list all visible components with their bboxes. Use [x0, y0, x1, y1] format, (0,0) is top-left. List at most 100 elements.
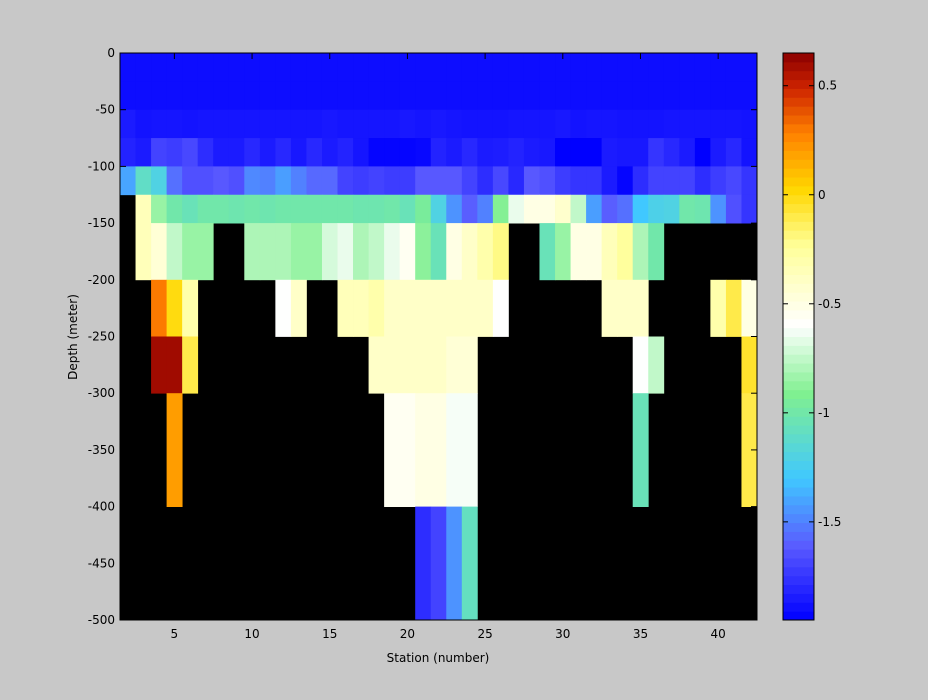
heatmap-cell [166, 138, 183, 167]
heatmap-cell [617, 223, 634, 281]
heatmap-cell [415, 138, 432, 167]
heatmap-cell [570, 223, 587, 281]
heatmap-cell [741, 194, 758, 224]
colorbar-tick-label: -1.5 [818, 515, 841, 529]
heatmap-cell [601, 138, 618, 167]
colorbar-step [783, 318, 814, 329]
heatmap-cell [461, 223, 478, 281]
colorbar-step [783, 531, 814, 541]
heatmap-cell [648, 81, 665, 111]
heatmap-cell [151, 81, 168, 111]
heatmap-cell [290, 223, 307, 281]
heatmap-cell [694, 81, 711, 111]
heatmap-cell [415, 53, 432, 82]
heatmap-cell [120, 166, 136, 196]
colorbar-step [783, 371, 814, 382]
heatmap-cell [337, 166, 354, 196]
heatmap-cell [492, 138, 509, 167]
heatmap-cell [197, 81, 214, 111]
heatmap-cell [508, 194, 525, 224]
heatmap-cell [384, 166, 401, 196]
heatmap-cell [461, 109, 478, 139]
heatmap-cell [586, 166, 603, 196]
heatmap-cell [337, 53, 354, 82]
heatmap-cell [306, 194, 323, 224]
heatmap-cell [710, 109, 727, 139]
heatmap-cell [182, 336, 199, 394]
heatmap-cell [710, 53, 727, 82]
heatmap-cell [197, 109, 214, 139]
heatmap-cell [632, 109, 649, 139]
heatmap-cell [415, 393, 432, 507]
heatmap-cell [337, 109, 354, 139]
heatmap-cell [197, 194, 214, 224]
x-axis-label: Station (number) [387, 651, 490, 665]
colorbar-axis: 0.5 0 -0.5 -1 -1.5 [783, 79, 841, 529]
heatmap-cell [213, 138, 230, 167]
heatmap-cell [601, 81, 618, 111]
heatmap-cell [632, 53, 649, 82]
heatmap-cell [430, 279, 447, 337]
x-axis: 5 10 15 20 25 30 35 40 [171, 53, 726, 641]
heatmap-cell [368, 109, 385, 139]
colorbar-step [783, 292, 814, 302]
heatmap-cell [570, 138, 587, 167]
heatmap-cell [135, 223, 152, 281]
heatmap-cell [151, 223, 168, 281]
colorbar-step [783, 61, 814, 72]
heatmap-cell [523, 166, 540, 196]
y-tick-label: -500 [88, 613, 115, 627]
heatmap-cell [353, 194, 369, 224]
heatmap-cell [182, 223, 199, 281]
heatmap-cell [259, 166, 276, 196]
heatmap-cell [632, 166, 649, 196]
heatmap-cell [151, 279, 168, 337]
y-tick-label: -200 [88, 273, 115, 287]
colorbar-step [783, 602, 814, 612]
heatmap-cell [632, 81, 649, 111]
colorbar-step [783, 557, 814, 568]
heatmap-cell [306, 223, 323, 281]
colorbar-step [783, 159, 814, 169]
heatmap-cell [492, 53, 509, 82]
heatmap-cell [259, 109, 276, 139]
heatmap-cell [741, 109, 758, 139]
heatmap-cell [166, 53, 183, 82]
colorbar-tick-label: -0.5 [818, 297, 841, 311]
heatmap-cell [306, 166, 323, 196]
heatmap-cell [244, 194, 261, 224]
colorbar-step [783, 611, 814, 621]
heatmap-cell [725, 166, 742, 196]
heatmap-cell [321, 109, 338, 139]
colorbar-step [783, 265, 814, 275]
heatmap-cell [555, 223, 571, 281]
heatmap-cell [353, 109, 369, 139]
heatmap-cell [197, 166, 214, 196]
heatmap-cell [586, 223, 603, 281]
colorbar-step [783, 79, 814, 89]
heatmap-cell [648, 109, 665, 139]
heatmap-cell [461, 53, 478, 82]
heatmap-cell [244, 53, 261, 82]
heatmap-cell [135, 53, 152, 82]
heatmap-cell [461, 336, 478, 394]
heatmap-cell [384, 194, 401, 224]
heatmap-cell [430, 166, 447, 196]
heatmap-cell [384, 336, 401, 394]
heatmap-cell [446, 166, 463, 196]
heatmap-cell [430, 81, 447, 111]
heatmap-cell [415, 279, 432, 337]
heatmap-cell [151, 336, 168, 394]
colorbar-step [783, 141, 814, 151]
heatmap-cell [601, 223, 618, 281]
heatmap-cell [290, 279, 307, 337]
heatmap-cell [492, 223, 509, 281]
heatmap-cell [446, 81, 463, 111]
heatmap-cell [415, 109, 432, 139]
heatmap-cell [570, 53, 587, 82]
heatmap-cell [120, 109, 136, 139]
heatmap-cell [120, 138, 136, 167]
heatmap-cell [182, 81, 199, 111]
